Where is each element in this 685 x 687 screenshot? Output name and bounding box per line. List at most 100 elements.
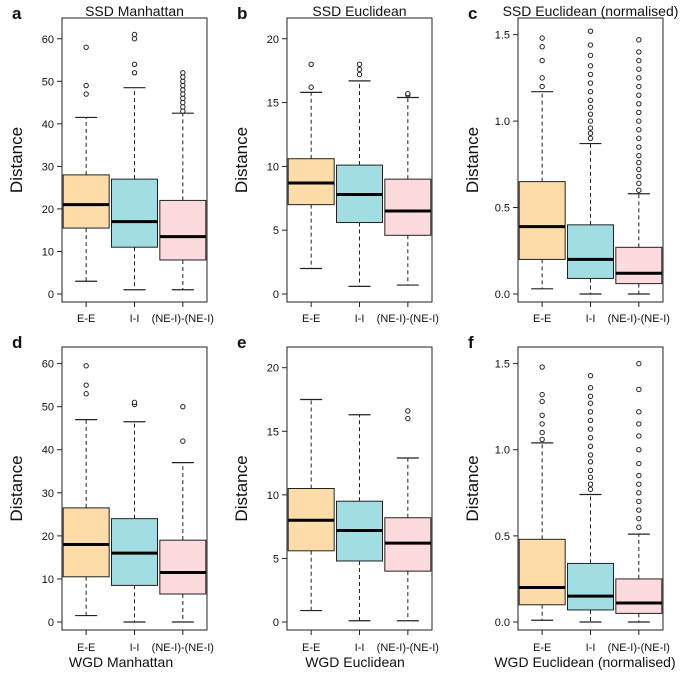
outlier-point: [131, 36, 138, 42]
bottom-label-1: WGD Manhattan: [69, 654, 173, 670]
outlier-point: [405, 90, 411, 97]
outlier-point: [587, 118, 594, 124]
outlier-point: [636, 515, 642, 522]
panel-letter: d: [12, 333, 22, 352]
outlier-point: [636, 37, 642, 43]
outlier-point: [131, 70, 138, 76]
outlier-point: [539, 83, 545, 90]
outlier-point: [587, 42, 594, 48]
outlier-point: [636, 498, 642, 505]
box-(NE-I)-(NE-I): [159, 199, 207, 261]
outlier-point: [539, 421, 545, 427]
y-tick-label: 15: [267, 98, 279, 110]
outlier-point: [587, 481, 594, 487]
outlier-point: [587, 89, 594, 95]
box-I-I: [567, 562, 614, 611]
outlier-point: [539, 364, 545, 370]
bottom-label-3: WGD Euclidean (normalised): [494, 654, 675, 670]
y-axis-label: Distance: [7, 455, 26, 521]
outlier-point: [180, 74, 186, 80]
box-(NE-I)-(NE-I): [384, 178, 432, 236]
outlier-point: [180, 78, 186, 85]
outlier-point: [308, 84, 314, 90]
outlier-point: [539, 412, 545, 418]
outlier-point: [83, 391, 89, 397]
outlier-point: [636, 92, 642, 98]
outlier-point: [587, 385, 594, 391]
outlier-point: [636, 180, 642, 187]
outlier-point: [587, 104, 594, 110]
x-category-label: E-E: [533, 313, 551, 325]
box-(NE-I)-(NE-I): [615, 578, 663, 614]
outlier-point: [636, 421, 642, 427]
chart-panel-e: e Distance 0 5 10 15 20 E-E I-I (NE-I)-(NE-I): [232, 333, 439, 654]
y-axis-label: Distance: [463, 455, 482, 521]
box-I-I: [111, 178, 158, 248]
outlier-point: [636, 507, 642, 513]
outlier-point: [636, 187, 642, 193]
outlier-point: [83, 382, 89, 388]
outlier-point: [539, 35, 545, 41]
chart-panel-f: f Distance 0.0 0.5 1.0 1.5 E-E I-I (NE-I)-(NE-I): [463, 333, 670, 654]
y-tick-label: 30: [42, 488, 54, 500]
outlier-point: [405, 408, 411, 414]
y-tick-label: 0.5: [495, 203, 510, 215]
y-tick-label: 40: [42, 119, 54, 131]
y-axis-label: Distance: [232, 127, 251, 193]
chart-panel-c: c SSD Euclidean (normalised) Distance 0.0 0.…: [463, 3, 678, 325]
outlier-point: [131, 61, 138, 67]
outlier-point: [636, 118, 642, 124]
outlier-point: [539, 44, 545, 50]
outlier-point: [636, 360, 642, 367]
y-axis-label: Distance: [463, 127, 482, 193]
outlier-point: [636, 49, 642, 55]
y-tick-label: 20: [267, 34, 279, 46]
outlier-point: [587, 63, 594, 69]
outlier-point: [636, 173, 642, 180]
y-axis-label: Distance: [7, 127, 26, 193]
y-tick-label: 20: [42, 531, 54, 543]
outlier-point: [587, 443, 594, 449]
outlier-point: [539, 75, 545, 81]
outlier-point: [636, 409, 642, 415]
x-category-label: (NE-I)-(NE-I): [152, 642, 214, 654]
chart-panel-a: a SSD Manhattan Distance 0 10 20 30 40 50 60 E-E I-…: [7, 3, 214, 325]
outlier-point: [587, 52, 594, 59]
y-tick-label: 1.0: [495, 116, 510, 128]
outlier-point: [587, 417, 594, 424]
x-category-label: I-I: [586, 313, 596, 325]
outlier-point: [636, 433, 642, 439]
x-category-label: E-E: [77, 313, 95, 325]
outlier-point: [587, 452, 594, 458]
outlier-point: [180, 95, 186, 102]
x-category-label: I-I: [355, 642, 365, 654]
outlier-point: [180, 87, 186, 93]
box-E-E: [62, 507, 110, 578]
outlier-point: [636, 159, 642, 166]
x-category-label: (NE-I)-(NE-I): [152, 313, 214, 325]
y-tick-label: 0: [48, 617, 54, 629]
box-(NE-I)-(NE-I): [159, 539, 207, 595]
y-tick-label: 5: [273, 553, 279, 565]
panel-title: SSD Manhattan: [85, 3, 184, 19]
outlier-point: [587, 474, 594, 481]
outlier-point: [180, 104, 186, 110]
y-tick-label: 20: [42, 204, 54, 216]
outlier-point: [83, 91, 89, 97]
y-tick-label: 10: [267, 490, 279, 502]
x-category-label: (NE-I)-(NE-I): [608, 642, 670, 654]
outlier-point: [636, 460, 642, 467]
x-category-label: I-I: [586, 642, 596, 654]
outlier-point: [587, 372, 594, 379]
box-E-E: [518, 538, 566, 606]
outlier-point: [356, 66, 363, 73]
outlier-point: [356, 71, 363, 78]
outlier-point: [636, 75, 642, 81]
outlier-point: [180, 403, 186, 410]
y-tick-label: 0: [273, 617, 279, 629]
outlier-point: [587, 486, 594, 493]
box-E-E: [62, 174, 110, 229]
outlier-point: [636, 135, 642, 142]
panel-title: SSD Euclidean: [312, 3, 406, 19]
x-category-label: E-E: [533, 642, 551, 654]
